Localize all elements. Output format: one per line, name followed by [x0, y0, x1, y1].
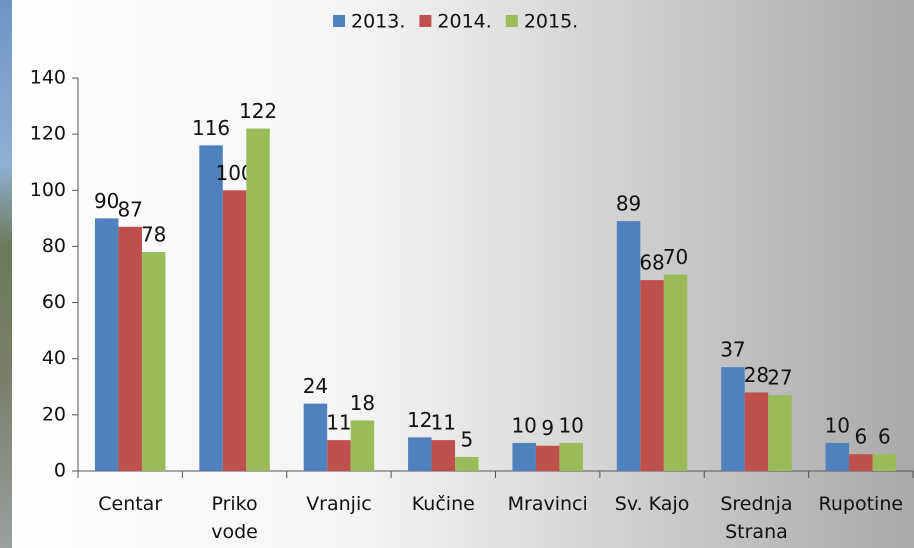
data-label: 68	[639, 251, 664, 275]
x-tick-label: Kučine	[411, 493, 475, 515]
bar	[559, 442, 583, 471]
bar	[744, 392, 769, 471]
x-tick-label-box: Rupotine	[816, 490, 906, 518]
legend-swatch	[333, 15, 345, 27]
bar	[849, 454, 873, 471]
legend-label: 2013.	[351, 11, 405, 33]
x-tick-label-box: Mravinci	[503, 490, 593, 518]
legend-label: 2015.	[524, 11, 578, 33]
data-label: 6	[854, 425, 867, 449]
bar	[246, 128, 270, 471]
y-tick-label: 40	[42, 347, 66, 369]
data-label: 90	[94, 189, 119, 213]
bar	[616, 221, 641, 471]
legend-label: 2014.	[437, 11, 491, 33]
bar	[94, 218, 119, 471]
bar	[327, 440, 351, 471]
legend-swatch	[505, 15, 518, 27]
x-tick-label: Priko vode	[211, 493, 258, 543]
x-tick-label: Vranjic	[306, 493, 372, 515]
bar	[535, 445, 560, 471]
x-tick-label: Centar	[98, 493, 163, 515]
data-label: 5	[460, 427, 473, 451]
data-label: 87	[117, 197, 142, 221]
bar	[141, 252, 166, 471]
data-label: 28	[744, 363, 769, 387]
data-label: 12	[407, 408, 432, 432]
x-tick-label: Srednja Strana	[720, 493, 793, 543]
data-label: 24	[303, 374, 328, 398]
bar	[222, 190, 247, 472]
bar	[350, 420, 375, 471]
data-label: 18	[350, 391, 375, 415]
x-tick-label-box: Kučine	[398, 490, 488, 518]
x-tick-label: Sv. Kajo	[614, 493, 690, 515]
bar	[303, 403, 328, 471]
bar	[872, 454, 897, 471]
x-tick-label-box: Sv. Kajo	[607, 490, 697, 518]
bar	[663, 274, 688, 471]
data-label: 10	[558, 413, 583, 437]
photo-strip	[0, 0, 12, 548]
y-tick-label: 0	[54, 460, 66, 482]
data-label: 10	[511, 413, 536, 437]
y-tick-label: 100	[30, 179, 66, 201]
data-label: 89	[616, 192, 641, 216]
data-label: 11	[431, 411, 456, 435]
bar	[640, 280, 664, 471]
y-tick-label: 120	[30, 123, 66, 145]
data-label: 70	[663, 245, 688, 269]
x-tick-label: Mravinci	[507, 493, 588, 515]
legend-swatch	[419, 15, 432, 27]
y-tick-label: 60	[42, 291, 66, 313]
data-label: 10	[825, 413, 850, 437]
data-label: 122	[239, 99, 277, 123]
bar	[118, 226, 142, 471]
bar	[408, 437, 432, 471]
data-label: 9	[541, 416, 554, 440]
data-label: 116	[192, 116, 230, 140]
y-tick-label: 20	[42, 403, 66, 425]
bar	[768, 395, 792, 471]
x-tick-label-box: Vranjic	[294, 490, 384, 518]
data-label: 37	[720, 338, 745, 362]
bar	[512, 442, 536, 471]
bar	[825, 442, 850, 471]
data-label: 27	[767, 366, 792, 390]
bar	[455, 456, 479, 471]
y-tick-label: 140	[30, 67, 66, 89]
bar	[199, 145, 223, 471]
x-tick-label-box: Srednja Strana	[711, 490, 801, 546]
data-label: 11	[326, 411, 351, 435]
x-tick-label: Rupotine	[818, 493, 904, 515]
bar	[431, 440, 456, 471]
data-label: 78	[141, 223, 166, 247]
y-tick-label: 80	[42, 235, 66, 257]
data-label: 6	[878, 425, 891, 449]
x-tick-label-box: Centar	[85, 490, 175, 518]
x-tick-label-box: Priko vode	[190, 490, 280, 546]
bar	[721, 367, 745, 471]
